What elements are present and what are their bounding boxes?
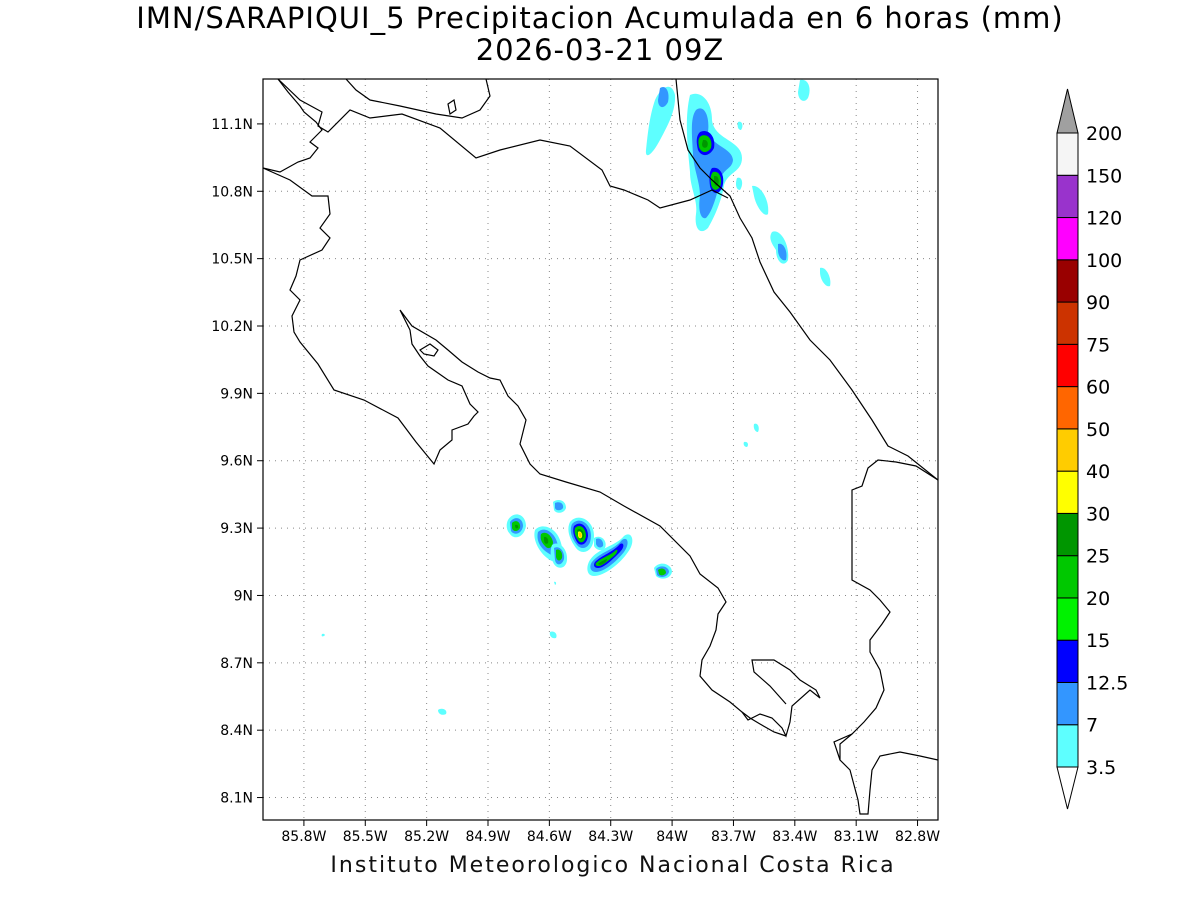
map-title: IMN/SARAPIQUI_5 Precipitacion Acumulada … xyxy=(0,2,1200,66)
title-line-2: 2026-03-21 09Z xyxy=(475,33,725,67)
lon-tick-label: 84.9W xyxy=(465,829,510,845)
colorbar-swatch xyxy=(1056,301,1079,345)
lat-tick-label: 10.5N xyxy=(211,252,253,268)
panama-border xyxy=(839,459,938,815)
lon-tick-label: 84.6W xyxy=(527,829,572,845)
precip-north-band xyxy=(645,79,831,447)
lat-tick-label: 8.4N xyxy=(220,723,253,739)
lon-tick-label: 85.8W xyxy=(281,829,326,845)
colorbar-swatch xyxy=(1056,217,1079,261)
colorbar-level-label: 50 xyxy=(1086,419,1110,441)
colorbar-min-triangle xyxy=(1056,766,1079,810)
coastlines xyxy=(263,79,938,815)
colorbar-swatch xyxy=(1056,470,1079,514)
lat-tick-label: 11.1N xyxy=(211,117,253,133)
colorbar-swatch xyxy=(1056,555,1079,599)
colorbar-swatch xyxy=(1056,386,1079,430)
lat-tick-label: 9.3N xyxy=(220,521,253,537)
title-line-1: IMN/SARAPIQUI_5 Precipitacion Acumulada … xyxy=(136,1,1064,35)
lat-tick-label: 9.9N xyxy=(220,386,253,402)
colorbar-level-label: 150 xyxy=(1086,165,1122,187)
colorbar-level-label: 15 xyxy=(1086,630,1110,652)
osa-peninsula xyxy=(741,711,787,737)
lake-arenal xyxy=(419,343,439,357)
lat-tick-label: 10.8N xyxy=(211,184,253,200)
lake-nicaragua-shore xyxy=(345,79,491,119)
lat-ticks: 11.1N 10.8N 10.5N 10.2N 9.9N 9.6N 9.3N 9N 8.7N 8.… xyxy=(211,117,263,807)
lon-ticks: 85.8W 85.5W 85.2W 84.9W 84.6W 84.3W 84W 83.7W 83… xyxy=(281,820,940,845)
lat-tick-label: 9N xyxy=(234,588,253,604)
plot-border xyxy=(262,78,939,821)
precip-central-cluster xyxy=(321,500,672,715)
lon-tick-label: 85.5W xyxy=(343,829,388,845)
colorbar-swatch xyxy=(1056,428,1079,472)
lon-tick-label: 83.1W xyxy=(834,829,879,845)
colorbar-level-label: 20 xyxy=(1086,588,1110,610)
lon-tick-label: 84.3W xyxy=(588,829,633,845)
colorbar-level-label: 120 xyxy=(1086,208,1122,230)
lat-tick-label: 8.1N xyxy=(220,791,253,807)
lon-tick-label: 83.7W xyxy=(711,829,756,845)
lon-tick-label: 85.2W xyxy=(404,829,449,845)
colorbar-level-label: 30 xyxy=(1086,503,1110,525)
colorbar-swatch xyxy=(1056,259,1079,303)
colorbar: 3.5 7 12.5 15 20 25 30 40 50 60 75 90 100 120 150 200 xyxy=(1056,88,1128,810)
peninsula-burica xyxy=(833,733,853,761)
lat-tick-label: 8.7N xyxy=(220,656,253,672)
lake-island xyxy=(447,99,457,115)
lon-tick-label: 83.4W xyxy=(772,829,817,845)
lat-tick-label: 9.6N xyxy=(220,454,253,470)
lon-tick-label: 84W xyxy=(656,829,688,845)
colorbar-level-label: 25 xyxy=(1086,546,1110,568)
colorbar-level-label: 90 xyxy=(1086,292,1110,314)
colorbar-swatch xyxy=(1056,639,1079,683)
colorbar-level-label: 200 xyxy=(1086,123,1122,145)
colorbar-level-label: 100 xyxy=(1086,250,1122,272)
plot-frame xyxy=(263,79,938,820)
colorbar-max-triangle xyxy=(1056,88,1079,134)
colorbar-swatch xyxy=(1056,512,1079,557)
colorbar-level-label: 40 xyxy=(1086,461,1110,483)
colorbar-swatch xyxy=(1056,724,1079,768)
lat-tick-label: 10.2N xyxy=(211,319,253,335)
pacific-coast-nicoya xyxy=(263,79,821,738)
credit-text: Instituto Meteorologico Nacional Costa R… xyxy=(330,853,896,878)
lon-tick-label: 82.8W xyxy=(895,829,940,845)
colorbar-level-label: 75 xyxy=(1086,334,1110,356)
colorbar-level-label: 7 xyxy=(1086,715,1098,737)
precipitation-field xyxy=(321,79,831,715)
colorbar-swatch xyxy=(1056,343,1079,388)
colorbar-level-label: 60 xyxy=(1086,377,1110,399)
colorbar-swatch xyxy=(1056,132,1079,176)
nicaragua-border xyxy=(277,79,729,209)
colorbar-level-label: 3.5 xyxy=(1086,757,1116,779)
caribbean-coast xyxy=(675,79,938,481)
colorbar-level-label: 12.5 xyxy=(1086,672,1128,694)
colorbar-swatch xyxy=(1056,597,1079,641)
colorbar-swatch xyxy=(1056,174,1079,219)
colorbar-swatch xyxy=(1056,681,1079,726)
